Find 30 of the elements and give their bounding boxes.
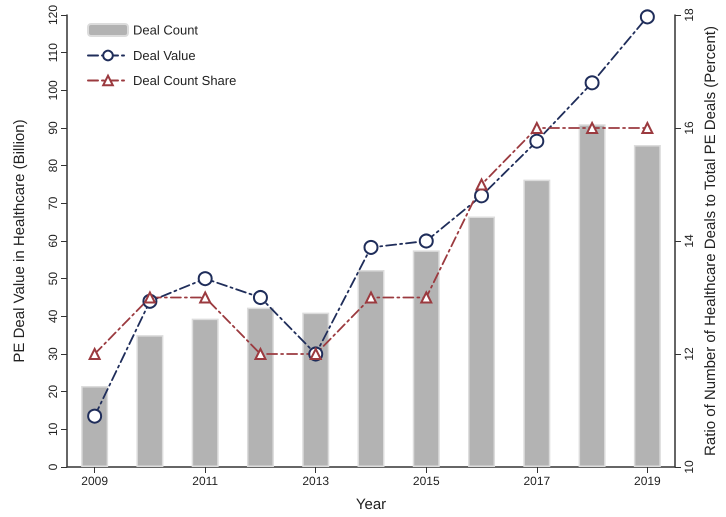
x-tick-label: 2009 [81,474,108,488]
y2-tick-label: 16 [682,121,696,135]
x-tick-label: 2017 [523,474,550,488]
x-tick-label: 2011 [192,474,218,488]
y-axis-title: PE Deal Value in Healthcare (Billion) [11,119,28,363]
y2-tick-label: 10 [682,460,696,474]
legend-label: Deal Count [133,22,198,38]
x-tick-label: 2019 [634,474,662,488]
x-tick-label: 2013 [302,474,330,488]
y-tick-label: 0 [46,463,60,470]
y-tick-label: 70 [46,196,60,210]
y-tick-label: 120 [46,4,60,26]
y2-tick-label: 18 [682,8,696,22]
x-tick-label: 2015 [412,474,440,488]
y-tick-label: 90 [46,121,60,135]
y2-axis-title: Ratio of Number of Healthcare Deals to Total PE Deals (Percent) [702,26,719,456]
y-tick-label: 100 [46,80,60,100]
y-tick-label: 110 [46,42,60,62]
y-tick-label: 30 [46,347,60,361]
y2-tick-label: 14 [682,234,696,248]
y-tick-label: 50 [46,272,60,286]
y-tick-label: 40 [46,309,60,324]
y-tick-label: 20 [46,384,60,398]
y-tick-label: 80 [46,158,60,172]
x-axis-title: Year [356,496,386,513]
legend-label: Deal Count Share [133,73,236,88]
y-tick-label: 60 [46,234,60,248]
y-tick-label: 10 [46,422,60,436]
legend-label: Deal Value [133,48,196,63]
y2-tick-label: 12 [682,347,696,361]
